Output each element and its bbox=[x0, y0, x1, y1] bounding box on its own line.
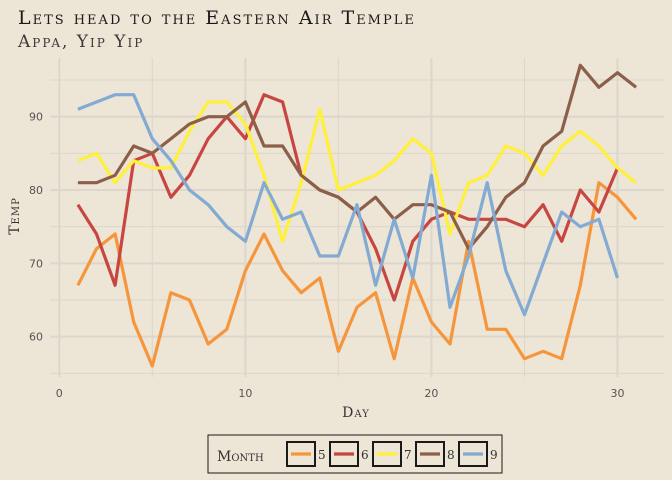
x-tick-label: 20 bbox=[424, 387, 438, 400]
x-tick-label: 0 bbox=[56, 387, 63, 400]
y-tick-label: 80 bbox=[29, 184, 43, 197]
chart-title: Lets head to the Eastern Air Temple bbox=[18, 7, 416, 29]
legend-title: Month bbox=[217, 449, 264, 465]
x-tick-label: 10 bbox=[238, 387, 252, 400]
series-line-month-6 bbox=[76, 93, 619, 302]
series-line-month-7 bbox=[77, 100, 638, 243]
legend-label: 6 bbox=[361, 448, 369, 462]
x-tick-label: 30 bbox=[610, 387, 624, 400]
series-line-month-8 bbox=[77, 63, 638, 251]
series-line-month-9 bbox=[77, 93, 620, 317]
y-tick-label: 60 bbox=[29, 331, 43, 344]
legend-label: 9 bbox=[490, 448, 498, 462]
plot-lines bbox=[76, 63, 638, 368]
legend-label: 5 bbox=[318, 448, 326, 462]
legend: Month 5 6 7 8 9 bbox=[207, 434, 503, 474]
grid bbox=[50, 58, 664, 377]
y-axis-label: Temp bbox=[7, 197, 23, 235]
legend-items: 5 6 7 8 9 bbox=[286, 441, 498, 467]
y-tick-label: 70 bbox=[29, 257, 43, 270]
axis-ticks: 0 10 20 30 60 70 80 90 bbox=[29, 111, 624, 400]
legend-label: 7 bbox=[404, 448, 412, 462]
chart-subtitle: Appa, Yip Yip bbox=[17, 32, 144, 52]
series-line-month-5 bbox=[76, 181, 638, 368]
y-tick-label: 90 bbox=[29, 111, 43, 124]
x-axis-label: Day bbox=[342, 405, 370, 421]
legend-label: 8 bbox=[447, 448, 455, 462]
